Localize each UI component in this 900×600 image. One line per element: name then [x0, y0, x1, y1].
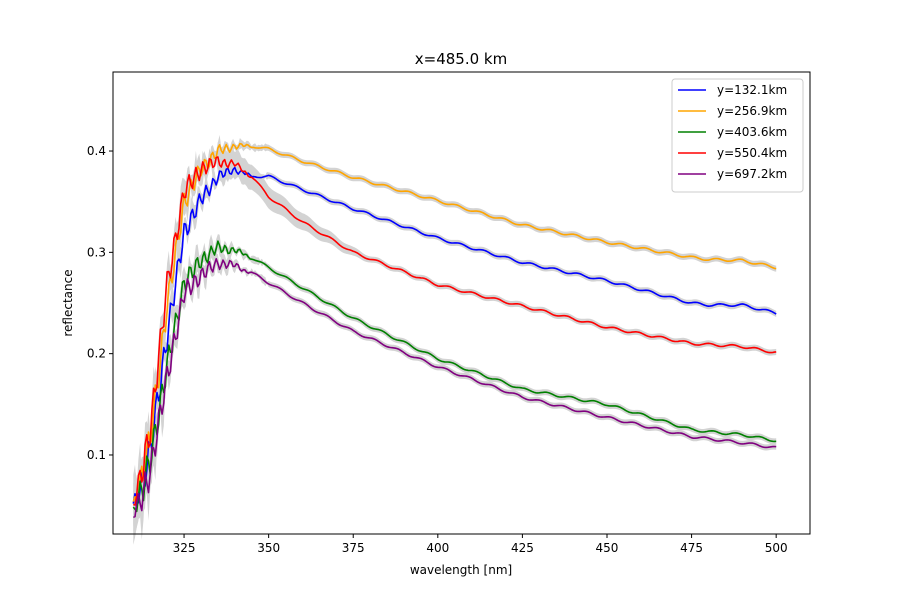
x-tick-label: 350	[257, 541, 280, 555]
series-line	[132, 166, 777, 504]
x-tick-label: 500	[765, 541, 788, 555]
legend-label: y=403.6km	[717, 125, 787, 139]
uncertainty-band	[133, 135, 777, 527]
x-tick-label: 400	[426, 541, 449, 555]
uncertainty-bands	[133, 135, 777, 545]
x-tick-label: 425	[511, 541, 534, 555]
x-axis-label: wavelength [nm]	[410, 563, 512, 577]
y-tick-label: 0.4	[87, 144, 106, 158]
y-tick-label: 0.1	[87, 448, 106, 462]
uncertainty-band	[133, 141, 777, 529]
y-axis: 0.1 0.2 0.3 0.4	[87, 144, 113, 462]
legend-label: y=132.1km	[717, 83, 787, 97]
legend-label: y=550.4km	[717, 146, 787, 160]
uncertainty-band	[133, 253, 777, 545]
chart-title: x=485.0 km	[415, 50, 507, 68]
legend: y=132.1km y=256.9km y=403.6km y=550.4km y=69…	[671, 78, 804, 193]
series-line	[132, 258, 777, 519]
y-tick-label: 0.2	[87, 347, 106, 361]
x-tick-label: 375	[342, 541, 365, 555]
plot-area	[112, 71, 811, 535]
x-tick-label: 325	[173, 541, 196, 555]
legend-box	[671, 78, 804, 193]
y-tick-label: 0.3	[87, 245, 106, 259]
legend-label: y=697.2km	[717, 167, 787, 181]
y-axis-label: reflectance	[61, 269, 75, 336]
x-tick-label: 450	[596, 541, 619, 555]
series-lines	[132, 142, 777, 519]
x-axis: 325 350 375 400 425 450 475 500	[173, 534, 788, 555]
uncertainty-band	[133, 160, 777, 533]
x-tick-label: 475	[680, 541, 703, 555]
series-line	[133, 156, 777, 506]
legend-label: y=256.9km	[717, 104, 787, 118]
series-line	[132, 142, 777, 503]
uncertainty-band	[133, 234, 777, 535]
series-line	[132, 240, 777, 513]
